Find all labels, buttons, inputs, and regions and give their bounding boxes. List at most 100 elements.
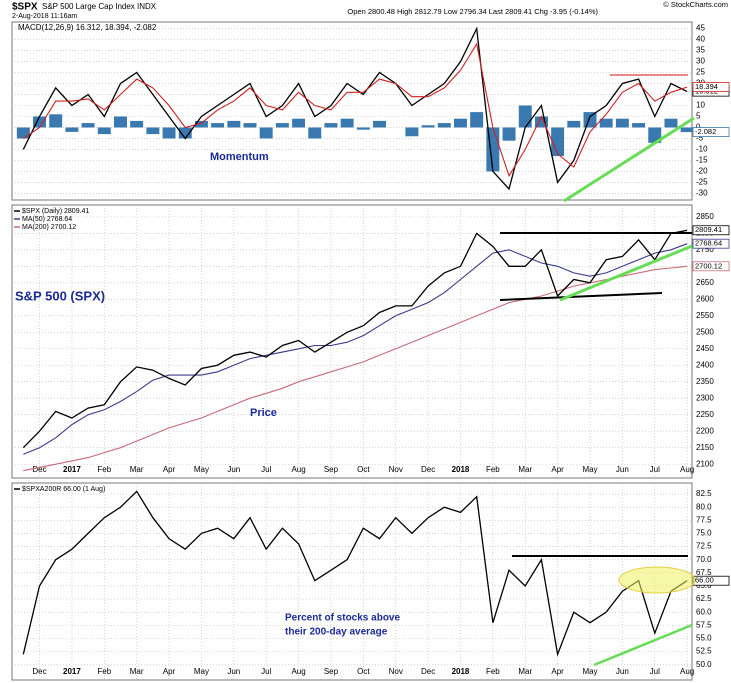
x-tick-label: Oct: [357, 667, 370, 676]
histogram-bar: [599, 118, 613, 128]
annotation: Percent of stocks above: [285, 613, 400, 624]
y-tick-label: 2100: [696, 459, 714, 468]
y-tick-label: 52.5: [696, 647, 712, 656]
x-tick-label: Feb: [486, 465, 500, 474]
histogram-bar: [502, 127, 516, 141]
x-tick-label: Apr: [163, 465, 176, 474]
histogram-bar: [227, 120, 241, 128]
series-line: [23, 265, 688, 472]
x-tick-label: Oct: [357, 465, 370, 474]
histogram-bar: [211, 123, 225, 128]
legend-entry: $SPXA200R 66.00 (1 Aug): [22, 486, 105, 493]
last-value-label: 2809.41: [695, 225, 722, 234]
histogram-bar: [162, 127, 176, 139]
marks: 454035302520151050-5-10-15-20-25-30MACD(…: [12, 23, 730, 680]
y-tick-label: 2850: [696, 212, 714, 221]
y-tick-label: 50.0: [696, 660, 712, 669]
y-tick-label: 25: [696, 68, 705, 77]
y-tick-label: 67.5: [696, 568, 712, 577]
histogram-bar: [97, 127, 111, 135]
y-tick-label: -15: [696, 156, 708, 165]
x-tick-label: Mar: [130, 667, 144, 676]
histogram-bar: [275, 123, 289, 128]
panel-frame: [11, 482, 693, 681]
histogram-bar: [259, 127, 273, 139]
y-tick-label: 57.5: [696, 620, 712, 629]
series-line: [22, 229, 688, 449]
histogram-bar: [178, 127, 192, 139]
x-tick-label: 2017: [63, 465, 81, 474]
histogram-bar: [583, 112, 597, 128]
y-tick-label: -25: [696, 178, 708, 187]
x-tick-label: 2018: [452, 465, 470, 474]
y-tick-label: -10: [696, 145, 708, 154]
histogram-bar: [292, 118, 306, 128]
histogram-bar: [49, 114, 63, 128]
x-tick-label: 2018: [452, 667, 470, 676]
y-tick-label: 70.0: [696, 555, 712, 564]
last-value-label: 2700.12: [695, 261, 722, 270]
y-tick-label: 55.0: [696, 634, 712, 643]
x-tick-label: Apr: [551, 465, 564, 474]
symbol: $SPX: [12, 2, 38, 13]
x-tick-label: May: [582, 667, 597, 676]
y-tick-label: 0: [696, 123, 701, 132]
x-tick-label: Aug: [680, 667, 694, 676]
y-tick-label: 30: [696, 57, 705, 66]
histogram-bar: [648, 127, 662, 143]
x-tick-label: Jul: [261, 465, 271, 474]
x-tick-label: Mar: [518, 667, 532, 676]
histogram-bar: [664, 118, 678, 128]
credit: © StockCharts.com: [663, 0, 728, 9]
histogram-bar: [356, 127, 370, 130]
x-tick-label: Jun: [227, 667, 240, 676]
support-line: [559, 244, 693, 302]
histogram-bar: [421, 125, 435, 128]
histogram-bar: [518, 105, 532, 128]
annotation: Price: [250, 407, 277, 419]
support-line: [563, 116, 695, 203]
legend-entry: $SPX (Daily) 2809.41: [22, 208, 89, 215]
y-tick-label: 2750: [696, 245, 714, 254]
y-tick-label: 75.0: [696, 529, 712, 538]
y-tick-label: -5: [696, 134, 704, 143]
x-tick-label: Apr: [163, 667, 176, 676]
y-tick-label: 2350: [696, 377, 714, 386]
series-line: [22, 26, 688, 191]
histogram-bar: [114, 116, 127, 128]
x-tick-label: Feb: [97, 465, 111, 474]
x-tick-label: May: [194, 667, 209, 676]
histogram-bar: [324, 123, 338, 128]
histogram-bar: [551, 127, 565, 157]
last-value-label: 66.00: [695, 576, 714, 585]
y-tick-label: 2450: [696, 344, 714, 353]
x-tick-label: Feb: [486, 667, 500, 676]
y-tick-label: 2300: [696, 393, 714, 402]
last-value-label: -2.082: [695, 127, 716, 136]
support-line: [593, 623, 693, 667]
series-line: [23, 243, 688, 455]
y-tick-label: 5: [696, 112, 701, 121]
y-tick-label: 2200: [696, 426, 714, 435]
histogram-bar: [567, 120, 581, 128]
x-tick-label: Apr: [551, 667, 564, 676]
annotation: Momentum: [210, 151, 269, 163]
y-tick-label: 2650: [696, 278, 714, 287]
y-tick-label: 82.5: [696, 489, 712, 498]
x-tick-label: Jun: [227, 465, 240, 474]
series-line: [22, 42, 688, 178]
y-tick-label: 2400: [696, 360, 714, 369]
histogram-bar: [130, 120, 144, 128]
histogram-bar: [470, 112, 484, 128]
y-tick-label: 2500: [696, 327, 714, 336]
x-tick-label: Aug: [680, 465, 694, 474]
y-tick-label: -20: [696, 167, 708, 176]
histogram-bar: [534, 116, 548, 128]
histogram-bar: [81, 123, 95, 128]
y-tick-label: 60.0: [696, 607, 712, 616]
y-tick-label: 35: [696, 46, 705, 55]
histogram-bar: [146, 127, 160, 135]
last-value-box: [692, 225, 730, 236]
x-tick-label: Mar: [518, 465, 532, 474]
x-tick-label: Aug: [291, 465, 305, 474]
